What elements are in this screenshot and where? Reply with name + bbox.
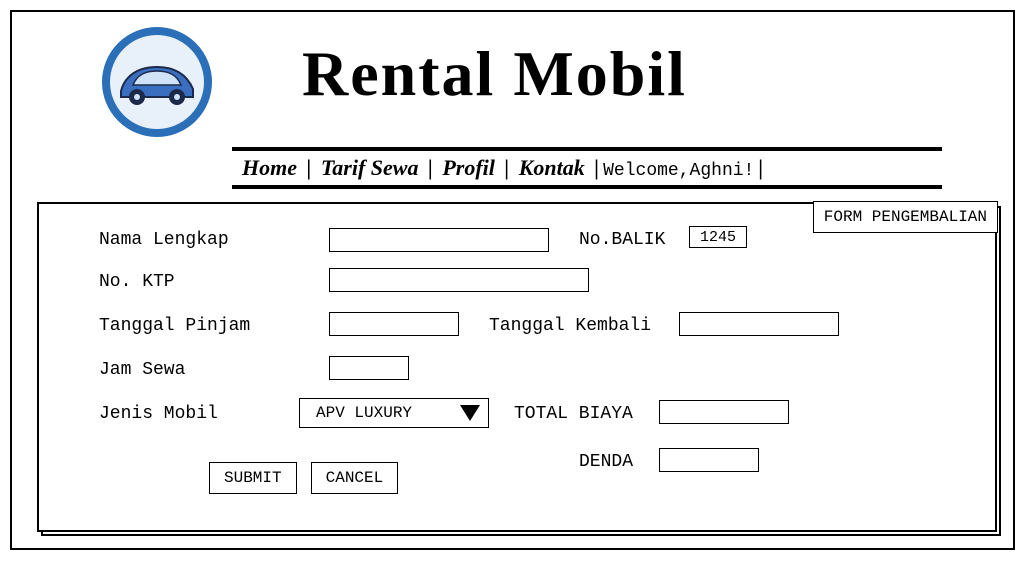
- label-tanggal-kembali: Tanggal Kembali: [489, 316, 651, 336]
- nav-sep: |: [594, 155, 599, 180]
- form-title: FORM PENGEMBALIAN: [813, 201, 998, 233]
- form-panel: FORM PENGEMBALIAN Nama Lengkap No.BALIK …: [37, 202, 997, 532]
- input-tanggal-kembali[interactable]: [679, 312, 839, 336]
- label-jam-sewa: Jam Sewa: [99, 360, 185, 380]
- label-jenis-mobil: Jenis Mobil: [99, 404, 218, 424]
- nav-home[interactable]: Home: [242, 155, 297, 180]
- app-window: Rental Mobil Home | Tarif Sewa | Profil …: [10, 10, 1015, 550]
- label-denda: DENDA: [579, 452, 633, 472]
- input-nama-lengkap[interactable]: [329, 228, 549, 252]
- value-no-balik: 1245: [689, 226, 747, 248]
- input-tanggal-pinjam[interactable]: [329, 312, 459, 336]
- label-no-balik: No.BALIK: [579, 230, 665, 250]
- input-jam-sewa[interactable]: [329, 356, 409, 380]
- input-no-ktp[interactable]: [329, 268, 589, 292]
- nav-tarif-sewa[interactable]: Tarif Sewa: [321, 155, 419, 180]
- label-nama-lengkap: Nama Lengkap: [99, 230, 229, 250]
- label-no-ktp: No. KTP: [99, 272, 175, 292]
- select-jenis-mobil[interactable]: APV LUXURY: [299, 398, 489, 428]
- logo: [102, 27, 212, 137]
- nav-kontak[interactable]: Kontak: [519, 155, 585, 180]
- label-tanggal-pinjam: Tanggal Pinjam: [99, 316, 250, 336]
- welcome-text: Welcome,Aghni!: [603, 161, 754, 181]
- submit-button[interactable]: SUBMIT: [209, 462, 297, 494]
- car-icon: [115, 55, 199, 109]
- cancel-button[interactable]: CANCEL: [311, 462, 399, 494]
- site-title: Rental Mobil: [302, 37, 687, 111]
- logo-ring: [102, 27, 212, 137]
- select-jenis-mobil-value: APV LUXURY: [316, 404, 412, 422]
- nav-sep: |: [758, 155, 763, 180]
- output-total-biaya: [659, 400, 789, 424]
- nav-bar: Home | Tarif Sewa | Profil | Kontak |Wel…: [232, 147, 942, 189]
- nav-profil[interactable]: Profil: [442, 155, 495, 180]
- chevron-down-icon: [460, 405, 480, 421]
- nav-sep: |: [504, 155, 509, 180]
- header: Rental Mobil Home | Tarif Sewa | Profil …: [22, 22, 1003, 187]
- nav-sep: |: [428, 155, 433, 180]
- label-total-biaya: TOTAL BIAYA: [514, 404, 633, 424]
- output-denda: [659, 448, 759, 472]
- nav-sep: |: [307, 155, 312, 180]
